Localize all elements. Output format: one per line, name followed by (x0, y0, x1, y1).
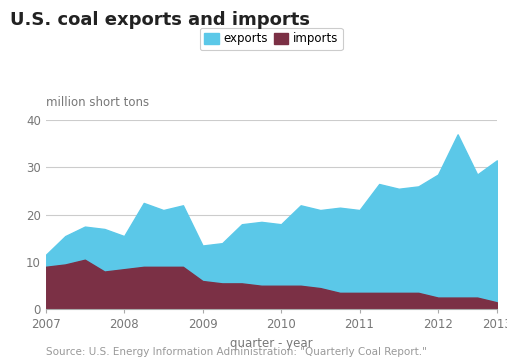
X-axis label: quarter - year: quarter - year (230, 337, 312, 350)
Text: Source: U.S. Energy Information Administration: "Quarterly Coal Report.": Source: U.S. Energy Information Administ… (46, 347, 426, 357)
Text: million short tons: million short tons (46, 96, 149, 109)
Text: U.S. coal exports and imports: U.S. coal exports and imports (10, 11, 310, 29)
Legend: exports, imports: exports, imports (200, 28, 343, 50)
